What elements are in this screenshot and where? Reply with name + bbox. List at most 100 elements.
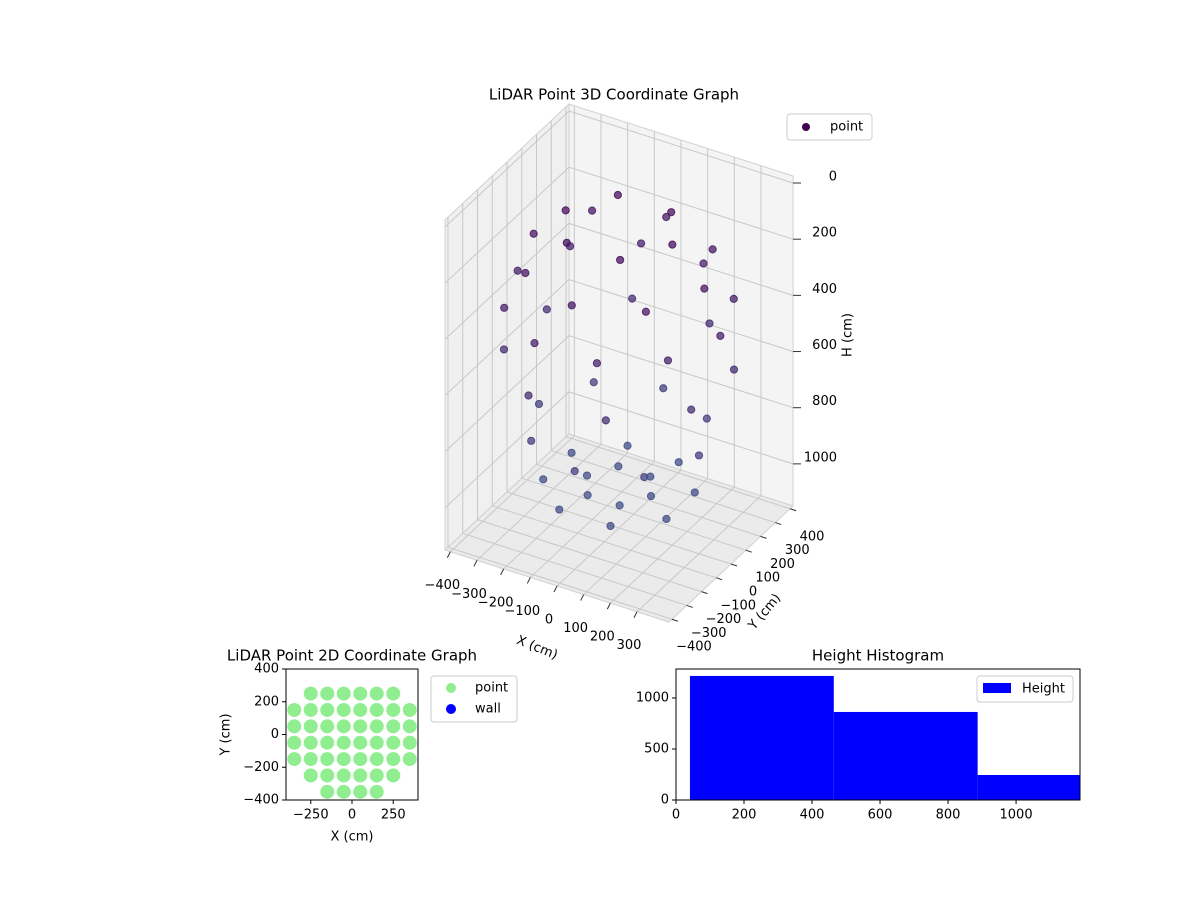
x-tick-label: 400 xyxy=(800,808,825,823)
tick-mark xyxy=(775,522,782,526)
grid-line xyxy=(449,105,575,553)
point xyxy=(336,768,351,783)
legend-marker xyxy=(802,123,810,131)
point xyxy=(303,735,318,750)
point xyxy=(303,768,318,783)
grid-line xyxy=(444,278,794,396)
point xyxy=(521,268,530,278)
point xyxy=(320,735,335,750)
point xyxy=(589,378,598,387)
tick-mark xyxy=(446,551,451,558)
legend-marker xyxy=(446,704,456,714)
point xyxy=(353,719,368,734)
grid-line xyxy=(536,134,761,537)
y-tick-label: −100 xyxy=(720,598,756,613)
point xyxy=(353,735,368,750)
point xyxy=(628,294,637,303)
grid-line xyxy=(444,166,794,284)
point xyxy=(687,405,696,414)
tick-mark xyxy=(606,602,611,610)
x-tick-label: 0 xyxy=(672,808,680,823)
point xyxy=(592,359,602,368)
tick-mark xyxy=(553,585,558,593)
point xyxy=(668,240,677,249)
y-tick-label: 500 xyxy=(644,741,669,756)
tick-mark xyxy=(671,618,679,622)
point xyxy=(555,505,564,514)
point xyxy=(729,294,738,303)
legend-box xyxy=(976,675,1074,703)
point xyxy=(320,768,335,783)
point xyxy=(499,345,509,354)
point xyxy=(369,752,384,767)
point xyxy=(402,719,417,734)
y-tick-label: 0 xyxy=(661,793,669,808)
grid-line xyxy=(444,222,794,340)
bar xyxy=(977,775,1080,800)
point xyxy=(287,735,302,750)
point xyxy=(662,212,671,222)
point xyxy=(369,768,384,783)
point xyxy=(386,752,401,767)
point xyxy=(567,448,576,457)
z-tick-label: 1000 xyxy=(804,450,837,465)
y-tick-label: 0 xyxy=(749,585,757,600)
point xyxy=(702,414,711,423)
frame xyxy=(675,668,1081,801)
point xyxy=(662,514,671,524)
y-tick-label: 100 xyxy=(755,571,780,586)
point xyxy=(353,702,368,717)
y-tick-label: 400 xyxy=(254,662,279,677)
point xyxy=(708,245,717,254)
grid-line xyxy=(609,157,735,604)
chart-title: LiDAR Point 3D Coordinate Graph xyxy=(489,86,739,104)
plot-area xyxy=(689,675,1080,800)
bar xyxy=(689,675,834,800)
point xyxy=(641,307,651,316)
point xyxy=(287,719,302,734)
point xyxy=(616,255,625,265)
x-tick-label: −300 xyxy=(451,587,487,602)
legend-box xyxy=(786,113,873,141)
tick-mark xyxy=(526,577,531,584)
point xyxy=(353,784,368,799)
point xyxy=(287,702,302,717)
point xyxy=(369,702,384,717)
legend-label: point xyxy=(830,120,863,135)
point xyxy=(336,719,351,734)
point xyxy=(582,471,592,480)
y-tick-label: −200 xyxy=(706,612,742,627)
tick-mark xyxy=(633,611,638,618)
point xyxy=(534,399,544,409)
point xyxy=(402,735,417,750)
grid-line xyxy=(462,203,687,606)
point xyxy=(353,768,368,783)
point xyxy=(303,719,318,734)
point xyxy=(530,339,539,348)
point xyxy=(320,686,335,701)
point xyxy=(636,239,646,248)
point xyxy=(336,702,351,717)
y-tick-label: 1000 xyxy=(636,690,669,705)
z-tick-label: 0 xyxy=(829,170,837,185)
y-tick-label: −400 xyxy=(243,793,279,808)
tick-mark xyxy=(789,508,797,512)
z-tick-label: 400 xyxy=(812,282,837,297)
axes-histogram: 0 200 400 600 800 1000 0 500 1000 Height Histogra… xyxy=(636,647,1081,823)
x-tick-label: −200 xyxy=(478,595,514,610)
point xyxy=(601,416,610,425)
point xyxy=(353,752,368,767)
grid-line xyxy=(521,148,746,551)
point xyxy=(567,301,576,310)
point xyxy=(524,391,533,400)
x-tick-label: 250 xyxy=(381,808,406,823)
grid-line xyxy=(583,148,709,595)
point xyxy=(529,229,538,238)
point xyxy=(386,702,401,717)
point xyxy=(369,719,384,734)
x-tick-label: −250 xyxy=(293,808,329,823)
tick-mark xyxy=(730,563,738,567)
